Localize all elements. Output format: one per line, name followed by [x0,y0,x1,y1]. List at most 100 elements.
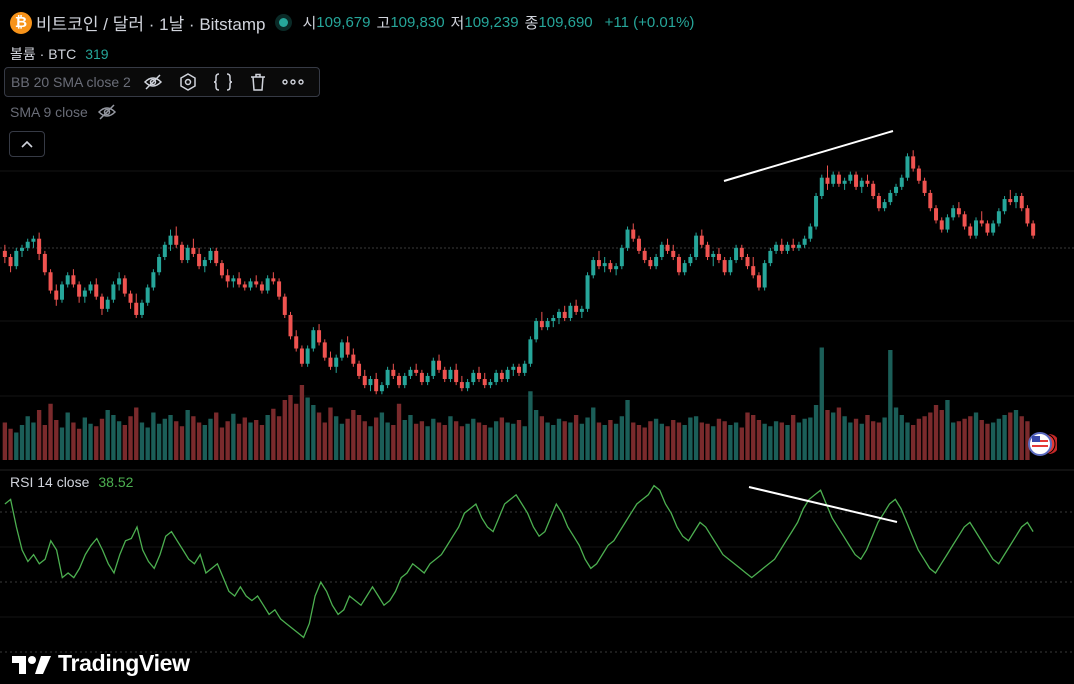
candle-body [254,281,259,285]
volume-bar [334,416,339,460]
brand-name: TradingView [58,650,190,676]
volume-bar [436,422,442,460]
candle-body [951,208,956,218]
candle-body [191,247,196,254]
volume-label: 볼륨 · BTC [10,46,77,62]
volume-legend[interactable]: 볼륨 · BTC 319 [10,44,109,64]
candle-body [682,263,687,273]
candle-body [979,220,984,224]
candle-body [117,278,122,285]
candle-body [248,281,253,288]
symbol-legend: ₿ 비트코인 / 달러 · 1날 · Bitstamp 시 109,679 고 … [10,10,694,35]
volume-bar [1025,421,1030,460]
candle-body [928,192,933,209]
us-flag-events-icon[interactable] [1027,431,1059,457]
rsi-line [4,484,1034,639]
tradingview-logo[interactable]: TradingView [12,650,190,677]
volume-bar [459,426,465,460]
volume-bar [745,412,750,460]
volume-bar [2,422,8,460]
candle-body [659,244,664,257]
candle-body [185,247,190,261]
volume-bar [76,428,82,460]
candle-body [48,272,53,291]
candle-body [488,382,493,386]
volume-bar [111,415,116,460]
eye-hidden-icon[interactable] [141,71,165,93]
rsi-label: RSI 14 close [10,474,90,490]
volume-bar [339,423,345,460]
candle-body [556,311,561,318]
volume-bar [493,421,499,460]
volume-bar [305,397,310,460]
volume-bar [116,421,122,460]
candle-body [179,244,184,261]
volume-bar [379,412,385,460]
candle-body [134,302,139,315]
eye-hidden-icon[interactable] [97,104,117,120]
volume-bar [374,417,379,460]
candle-body [282,296,287,315]
volume-bar [939,410,944,460]
volume-bar [922,416,927,460]
candle-body [25,241,30,248]
delete-icon[interactable] [246,71,270,93]
volume-bar [568,422,573,460]
collapse-legend-button[interactable] [9,131,45,157]
candle-body [985,223,990,233]
volume-bar [345,418,350,460]
volume-bar [768,426,773,460]
candle-body [357,363,362,376]
volume-bar [871,421,876,460]
more-icon[interactable] [281,71,305,93]
candle-body [277,281,282,297]
candle-body [539,321,544,328]
candle-body [317,330,322,343]
volume-value: 319 [85,46,109,62]
rsi-legend[interactable]: RSI 14 close 38.52 [10,474,133,490]
sma-indicator-legend[interactable]: SMA 9 close [10,104,117,120]
candle-body [945,217,950,230]
source-code-icon[interactable] [211,71,235,93]
volume-bar [893,407,899,460]
candle-body [105,299,110,309]
candle-body [14,250,19,267]
candle-body [956,208,961,215]
market-open-dot [279,18,289,27]
candle-body [265,278,270,291]
volume-bar [242,417,247,460]
volume-bar [391,425,396,460]
volume-bar [996,418,1002,460]
volume-bar [859,423,864,460]
volume-bar [911,425,916,460]
settings-icon[interactable] [176,71,200,93]
candle-body [339,342,344,358]
price-trendline[interactable] [723,130,894,182]
volume-histogram [2,347,1030,460]
volume-bar [831,412,836,460]
volume-bar [185,410,190,460]
volume-bar [916,418,922,460]
candle-body [408,369,413,376]
volume-bar [134,407,139,460]
candle-body [419,372,424,383]
volume-bar [65,412,70,460]
volume-bar [225,421,230,460]
volume-bar [990,422,996,460]
candle-body [2,250,7,257]
candle-body [808,226,813,239]
volume-bar [533,410,539,460]
candle-body [19,247,24,251]
volume-bar [59,427,65,460]
volume-bar [928,412,933,460]
symbol-title[interactable]: 비트코인 / 달러 · 1날 · Bitstamp [36,15,266,34]
volume-bar [271,408,276,460]
volume-bar [733,422,739,460]
bb-indicator-legend[interactable]: BB 20 SMA close 2 [4,67,320,97]
volume-bar [842,416,847,460]
candle-body [814,196,819,227]
volume-bar [139,422,145,460]
candle-body [345,342,350,355]
rsi-trendline[interactable] [748,486,898,523]
